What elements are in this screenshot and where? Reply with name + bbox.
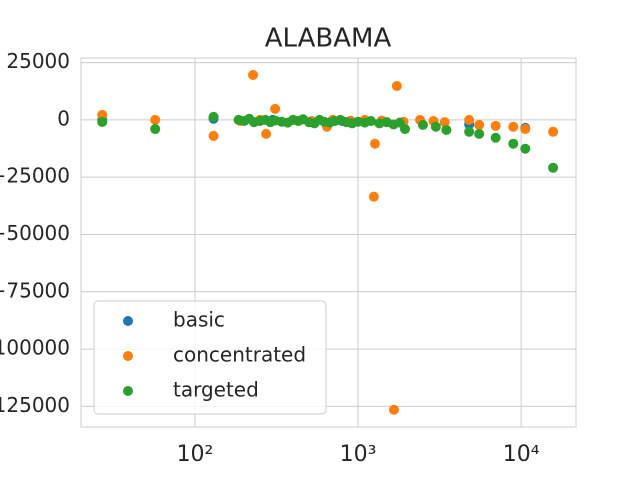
point [365,116,376,127]
y-tick-label: −25000 [0,164,70,188]
chart-title: ALABAMA [265,24,392,54]
point [97,116,108,127]
point [490,132,501,143]
x-tick-label: 10² [177,442,214,467]
y-tick-label: −100000 [0,336,70,360]
x-tick-label: 10⁴ [503,442,540,467]
point [430,121,441,132]
point [464,114,475,125]
point [208,111,219,122]
point [508,121,519,132]
legend-marker [123,351,133,361]
point [548,162,559,173]
legend-label: concentrated [173,343,306,367]
point [439,117,450,128]
point [369,138,380,149]
point [248,69,259,80]
point [548,126,559,137]
legend-box [93,300,327,415]
point [464,126,475,137]
plot-frame [80,57,577,428]
point [441,124,452,135]
point [270,103,281,114]
point [368,191,379,202]
point [520,143,531,154]
legend-marker [123,316,133,326]
y-tick-label: 25000 [6,49,70,73]
point [150,124,161,135]
point [417,119,428,130]
point [261,128,272,139]
legend-label: targeted [173,378,259,402]
point [474,128,485,139]
y-tick-label: 0 [57,106,70,130]
legend-label: basic [173,308,225,332]
point [520,124,531,135]
y-tick-label: −125000 [0,393,70,417]
x-tick-label: 10³ [340,442,377,467]
point [97,109,108,120]
legend-marker [123,386,133,396]
point [391,80,402,91]
point [508,138,519,149]
y-tick-label: −75000 [0,278,70,302]
point [399,124,410,135]
y-tick-label: −50000 [0,221,70,245]
point [374,118,385,129]
point [490,120,501,131]
point [388,404,399,415]
point [150,114,161,125]
point [208,130,219,141]
point [474,119,485,130]
